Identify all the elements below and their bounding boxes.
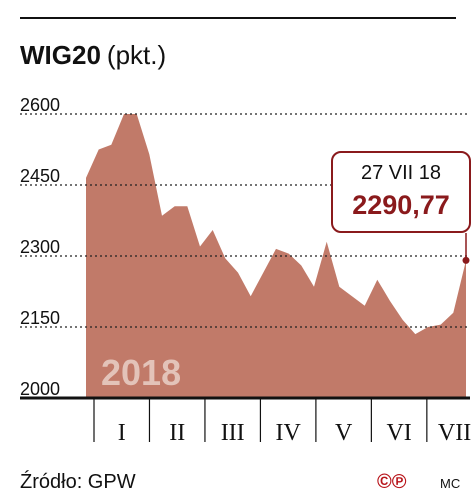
year-watermark: 2018 [101,352,181,393]
source-note: Źródło: GPW [20,471,136,493]
callout-date: 27 VII 18 [360,162,442,184]
x-month-label-II: II [169,420,185,446]
x-month-label-III: III [221,420,245,446]
y-tick-2150: 2150 [20,308,60,328]
copyright-mark: ©℗ [377,471,407,493]
axis-layer [20,396,470,442]
last-value-dot [462,256,470,264]
x-month-label-IV: IV [275,420,301,446]
last-value-callout: 27 VII 18 2290,77 [331,151,471,233]
author-initials: MC [440,476,461,491]
y-tick-2000: 2000 [20,379,60,399]
y-tick-2450: 2450 [20,166,60,186]
chart-title: WIG20 (pkt.) [20,40,166,70]
chart-title-name: WIG20 [20,40,101,70]
x-month-label-V: V [335,420,353,446]
x-month-label-I: I [118,420,126,446]
y-tick-2600: 2600 [20,95,60,115]
y-tick-2300: 2300 [20,237,60,257]
x-month-label-VII: VII [438,420,471,446]
x-month-label-VI: VI [386,420,411,446]
chart-title-unit: (pkt.) [106,40,167,70]
top-rule [20,17,456,19]
callout-value: 2290,77 [352,190,450,220]
